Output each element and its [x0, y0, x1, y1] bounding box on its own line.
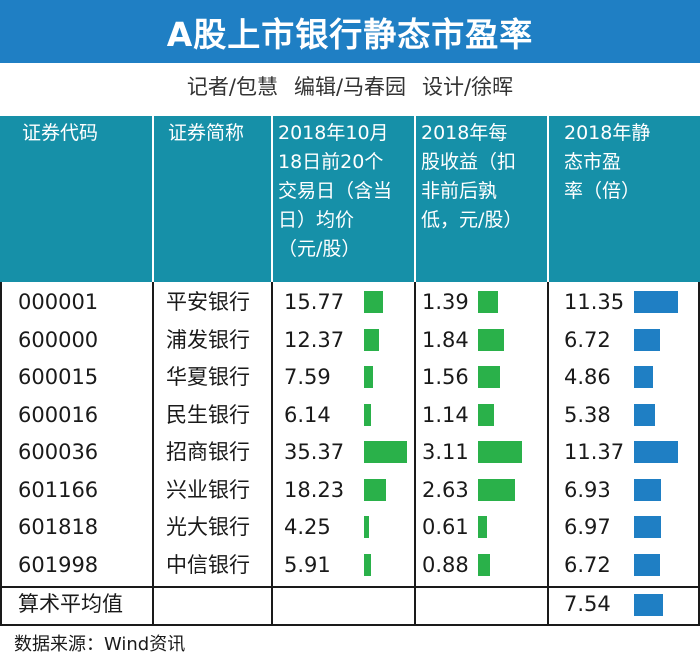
price-value: 7.59	[284, 365, 331, 389]
source-note: 数据来源：Wind资讯	[14, 634, 186, 655]
eps-bar	[478, 291, 498, 313]
header-divider	[271, 116, 273, 282]
pe-value: 6.93	[564, 477, 611, 502]
price-bar	[364, 328, 380, 351]
pe-value: 4.86	[564, 365, 611, 389]
price-value: 35.37	[284, 440, 345, 464]
pe-value: 6.72	[564, 552, 611, 577]
eps-value: 0.61	[422, 515, 469, 539]
table-border	[0, 282, 2, 624]
eps-value: 1.14	[422, 402, 469, 427]
pe-bar	[634, 478, 661, 501]
security-code: 600000	[18, 327, 99, 352]
pe-bar	[634, 291, 678, 313]
price-value: 6.14	[284, 402, 331, 427]
price-value: 15.77	[284, 290, 345, 314]
header-divider	[547, 116, 549, 282]
table-body: 000001 平安银行 15.77 1.39 11.35 600000 浦发银行 12.37 1…	[0, 282, 700, 626]
security-code: 601166	[18, 477, 99, 502]
header-pe: 2018年静 态市盈 率（倍）	[564, 122, 651, 202]
eps-bar	[478, 516, 487, 538]
eps-value: 0.88	[422, 552, 469, 577]
header-name: 证券简称	[168, 122, 245, 144]
credit-designer: 设计/徐晖	[422, 74, 514, 99]
pe-bar	[634, 553, 660, 576]
eps-bar	[478, 553, 491, 576]
column-divider	[271, 282, 273, 624]
pe-bar	[634, 441, 678, 463]
price-bar	[364, 441, 407, 463]
price-bar	[364, 366, 374, 388]
security-code: 601818	[18, 515, 99, 539]
pe-value: 11.37	[564, 440, 625, 464]
security-name: 平安银行	[166, 290, 250, 314]
pe-bar	[634, 516, 661, 538]
security-code: 000001	[18, 290, 99, 314]
header-code: 证券代码	[22, 122, 99, 144]
pe-value: 6.72	[564, 327, 611, 352]
eps-bar	[478, 366, 501, 388]
chart-title: A股上市银行静态市盈率	[0, 0, 700, 63]
security-name: 华夏银行	[166, 365, 250, 389]
credit-editor: 编辑/马春园	[293, 74, 407, 99]
price-bar	[364, 291, 384, 313]
price-value: 18.23	[284, 477, 345, 502]
eps-bar	[478, 328, 505, 351]
average-label: 算术平均值	[18, 592, 123, 616]
price-value: 5.91	[284, 552, 331, 577]
security-name: 兴业银行	[166, 477, 250, 502]
eps-value: 3.11	[422, 440, 469, 464]
header-divider	[414, 116, 416, 282]
security-code: 601998	[18, 552, 99, 577]
column-divider	[414, 282, 416, 624]
security-name: 招商银行	[166, 440, 250, 464]
pe-bar	[634, 403, 655, 426]
pe-bar	[634, 366, 653, 388]
security-code: 600015	[18, 365, 99, 389]
pe-value: 11.35	[564, 290, 625, 314]
price-bar	[364, 403, 372, 426]
eps-bar	[478, 441, 522, 463]
eps-bar	[478, 403, 495, 426]
row-divider	[0, 586, 700, 588]
table-border	[0, 624, 700, 626]
price-bar	[364, 553, 372, 576]
price-value: 4.25	[284, 515, 331, 539]
security-name: 光大银行	[166, 515, 250, 539]
header-eps: 2018年每 股收益（扣 非前后孰 低，元/股）	[421, 122, 523, 231]
header-divider	[152, 116, 154, 282]
header-price: 2018年10月 18日前20个 交易日（含当 日）均价 （元/股）	[278, 122, 393, 260]
average-pe-bar	[634, 594, 664, 616]
credit-reporter: 记者/包慧	[186, 74, 278, 99]
security-code: 600016	[18, 402, 99, 427]
security-name: 浦发银行	[166, 327, 250, 352]
column-divider	[152, 282, 154, 624]
column-divider	[547, 282, 549, 624]
pe-bar	[634, 328, 660, 351]
eps-bar	[478, 478, 516, 501]
eps-value: 1.39	[422, 290, 469, 314]
security-code: 600036	[18, 440, 99, 464]
security-name: 中信银行	[166, 552, 250, 577]
pe-value: 5.38	[564, 402, 611, 427]
credits: 记者/包慧 编辑/马春园 设计/徐晖	[0, 63, 700, 108]
table-header: 证券代码 证券简称 2018年10月 18日前20个 交易日（含当 日）均价 （…	[0, 116, 700, 282]
security-name: 民生银行	[166, 402, 250, 427]
average-pe-value: 7.54	[564, 592, 611, 616]
eps-value: 1.84	[422, 327, 469, 352]
eps-value: 2.63	[422, 477, 469, 502]
price-bar	[364, 478, 387, 501]
table-border	[698, 282, 700, 624]
pe-value: 6.97	[564, 515, 611, 539]
price-value: 12.37	[284, 327, 345, 352]
price-bar	[364, 516, 370, 538]
eps-value: 1.56	[422, 365, 469, 389]
